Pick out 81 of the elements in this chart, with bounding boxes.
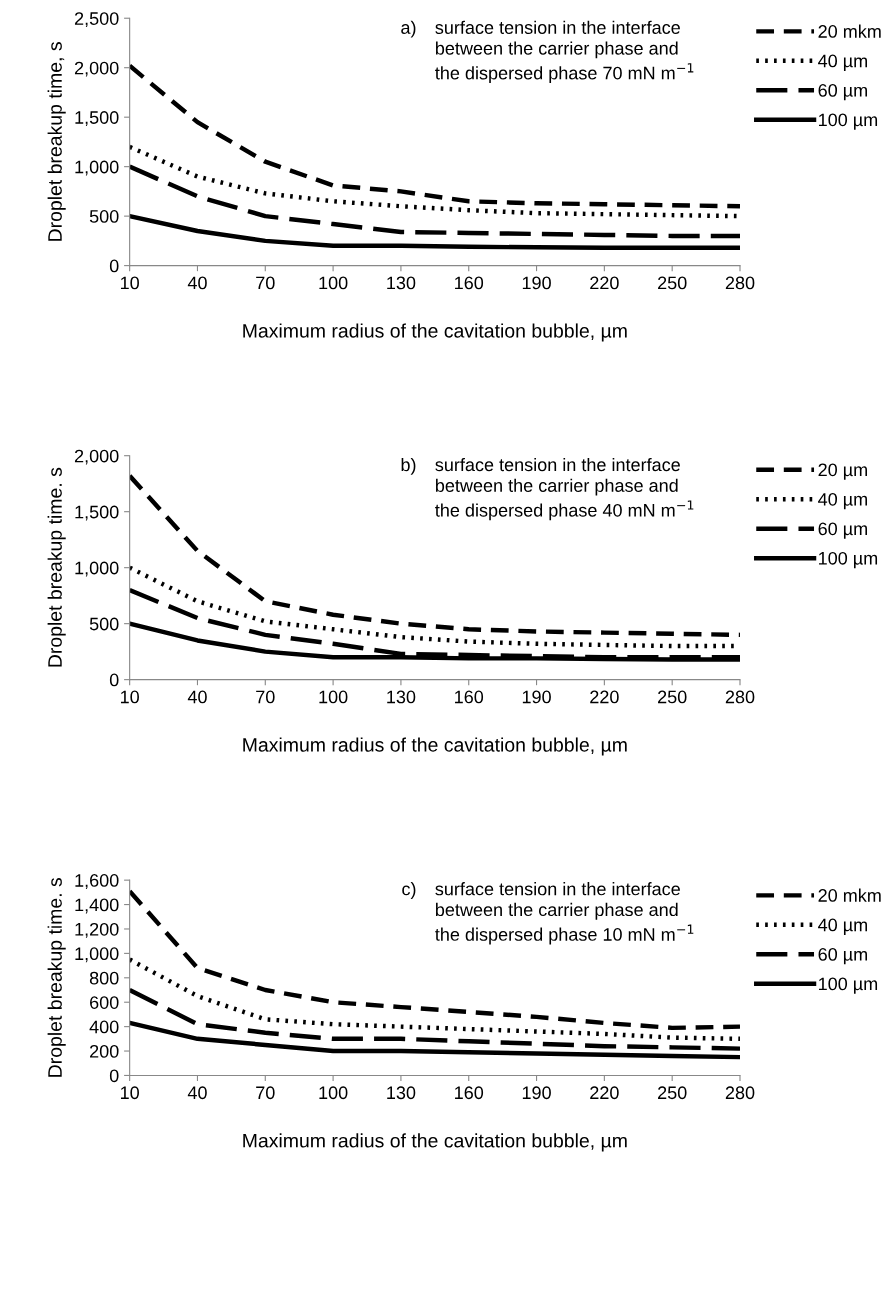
x-tick-label: 220 xyxy=(590,1086,619,1100)
line-series xyxy=(129,63,740,209)
y-tick-label: 800 xyxy=(89,971,119,985)
line-series xyxy=(129,957,740,1042)
x-tick-label: 100 xyxy=(319,276,348,290)
x-tick-label: 70 xyxy=(256,690,275,704)
legend-label: 20 mkm xyxy=(818,24,881,38)
x-tick-label: 130 xyxy=(387,1086,416,1100)
x-tick-label: 280 xyxy=(725,690,755,704)
legend-label: 60 µm xyxy=(818,84,867,101)
y-tick-label: 1,200 xyxy=(75,922,119,938)
y-tick-label: 1,600 xyxy=(75,874,119,889)
legend-label: 100 µm xyxy=(819,551,878,569)
y-tick-label: 1,000 xyxy=(75,947,119,963)
x-tick-label: 130 xyxy=(387,690,416,704)
legend-label: 40 µm xyxy=(818,918,867,935)
legend-label: 100 µm xyxy=(819,977,878,994)
legend-label: 40 µm xyxy=(818,54,867,71)
line-series xyxy=(129,1020,740,1060)
legend-label: 20 mkm xyxy=(818,888,881,902)
x-axis-title: Maximum radius of the cavitation bubble, µm xyxy=(243,1133,627,1152)
legend-label: 60 µm xyxy=(818,522,867,539)
x-tick-label: 220 xyxy=(590,690,619,704)
annotation: c) xyxy=(402,882,416,899)
y-tick-label: 2,500 xyxy=(74,12,119,28)
y-tick-label: 1,000 xyxy=(75,160,119,176)
x-tick-label: 100 xyxy=(319,690,348,704)
x-tick-label: 190 xyxy=(522,1086,551,1100)
x-tick-label: 10 xyxy=(120,1086,139,1100)
y-tick-label: 1,500 xyxy=(75,505,119,521)
y-axis-title: Droplet breakup time. s xyxy=(47,877,66,1077)
x-tick-label: 250 xyxy=(658,690,687,704)
annotation: a) xyxy=(401,20,416,38)
y-tick-label: 1,500 xyxy=(75,111,119,127)
line-series xyxy=(129,213,740,251)
x-tick-label: 40 xyxy=(187,276,207,290)
line-series xyxy=(129,164,740,239)
annotation: surface tension in the interface between the carrier phase and the dispersed phase 70 mN m$^{−1}$ xyxy=(435,20,694,84)
y-tick-label: 0 xyxy=(109,259,119,273)
x-tick-label: 10 xyxy=(120,690,139,704)
x-tick-label: 70 xyxy=(256,1086,275,1100)
line-series xyxy=(129,144,740,219)
x-axis-title: Maximum radius of the cavitation bubble, µm xyxy=(243,737,627,756)
y-tick-label: 200 xyxy=(90,1044,119,1058)
legend-label: 20 µm xyxy=(818,463,867,480)
y-tick-label: 0 xyxy=(109,1069,119,1083)
x-tick-label: 250 xyxy=(658,1086,687,1100)
x-tick-label: 220 xyxy=(590,276,619,290)
x-tick-label: 100 xyxy=(319,1086,348,1100)
annotation: b) xyxy=(401,457,416,475)
x-tick-label: 190 xyxy=(522,276,551,290)
x-tick-label: 10 xyxy=(120,276,139,290)
line-series xyxy=(129,987,740,1051)
legend-label: 40 µm xyxy=(818,492,867,510)
x-tick-label: 190 xyxy=(522,690,551,704)
legend-label: 60 µm xyxy=(818,948,867,965)
y-tick-label: 500 xyxy=(89,210,119,223)
x-tick-label: 250 xyxy=(658,276,687,290)
x-tick-label: 280 xyxy=(725,1086,755,1100)
y-tick-label: 2,000 xyxy=(74,61,119,77)
x-tick-label: 70 xyxy=(256,276,275,290)
y-tick-label: 500 xyxy=(89,617,119,631)
x-tick-label: 160 xyxy=(455,690,484,704)
x-tick-label: 280 xyxy=(725,276,755,290)
y-tick-label: 1,400 xyxy=(75,898,119,914)
x-tick-label: 160 xyxy=(455,276,484,290)
y-axis-title: Droplet breakup time, s xyxy=(47,42,66,241)
y-tick-label: 600 xyxy=(90,996,119,1009)
x-axis-title: Maximum radius of the cavitation bubble, µm xyxy=(243,323,627,342)
x-tick-label: 40 xyxy=(187,1086,207,1100)
annotation: surface tension in the interface between the carrier phase and the dispersed phase 10 mN m$^{−1}$ xyxy=(435,882,694,945)
y-axis-title: Droplet breakup time. s xyxy=(47,467,66,667)
x-tick-label: 40 xyxy=(187,690,207,704)
y-tick-label: 1,000 xyxy=(75,561,119,577)
annotation: surface tension in the interface between the carrier phase and the dispersed phase 40 mN m$^{−1}$ xyxy=(435,457,694,521)
y-tick-label: 400 xyxy=(89,1020,119,1034)
legend-label: 100 µm xyxy=(819,113,878,130)
y-tick-label: 2,000 xyxy=(74,449,119,465)
y-tick-label: 0 xyxy=(109,673,119,687)
x-tick-label: 160 xyxy=(455,1086,484,1100)
x-tick-label: 130 xyxy=(387,276,416,290)
